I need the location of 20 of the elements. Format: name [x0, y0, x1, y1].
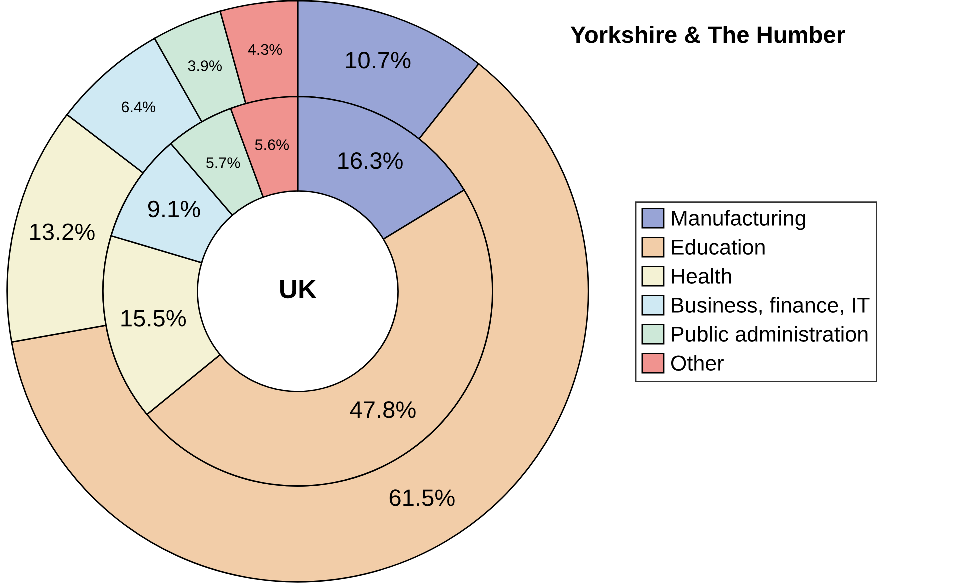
legend-label: Health — [672, 268, 732, 284]
legend-label: Business, finance, IT — [672, 297, 870, 316]
legend-label: Public administration — [672, 326, 868, 342]
data-label: 3.9% — [188, 60, 222, 72]
data-label: 5.7% — [206, 158, 240, 168]
slice-label: Yorkshire & The Humber — [570, 26, 846, 44]
data-label: 5.6% — [255, 140, 290, 150]
data-label: 15.5% — [122, 310, 186, 327]
data-label: 4.3% — [248, 44, 282, 56]
legend-label: Manufacturing — [672, 210, 806, 230]
data-label: 9.1% — [148, 200, 200, 218]
legend-label: Other — [671, 355, 724, 372]
data-label: 10.7% — [346, 52, 411, 69]
slice-label: UK — [280, 280, 317, 299]
data-label: 61.5% — [390, 490, 455, 506]
legend-label: Education — [672, 239, 765, 255]
data-label: 13.2% — [30, 224, 95, 240]
data-label: 47.8% — [350, 402, 416, 418]
data-label: 6.4% — [122, 102, 156, 113]
data-label: 16.3% — [338, 152, 403, 170]
